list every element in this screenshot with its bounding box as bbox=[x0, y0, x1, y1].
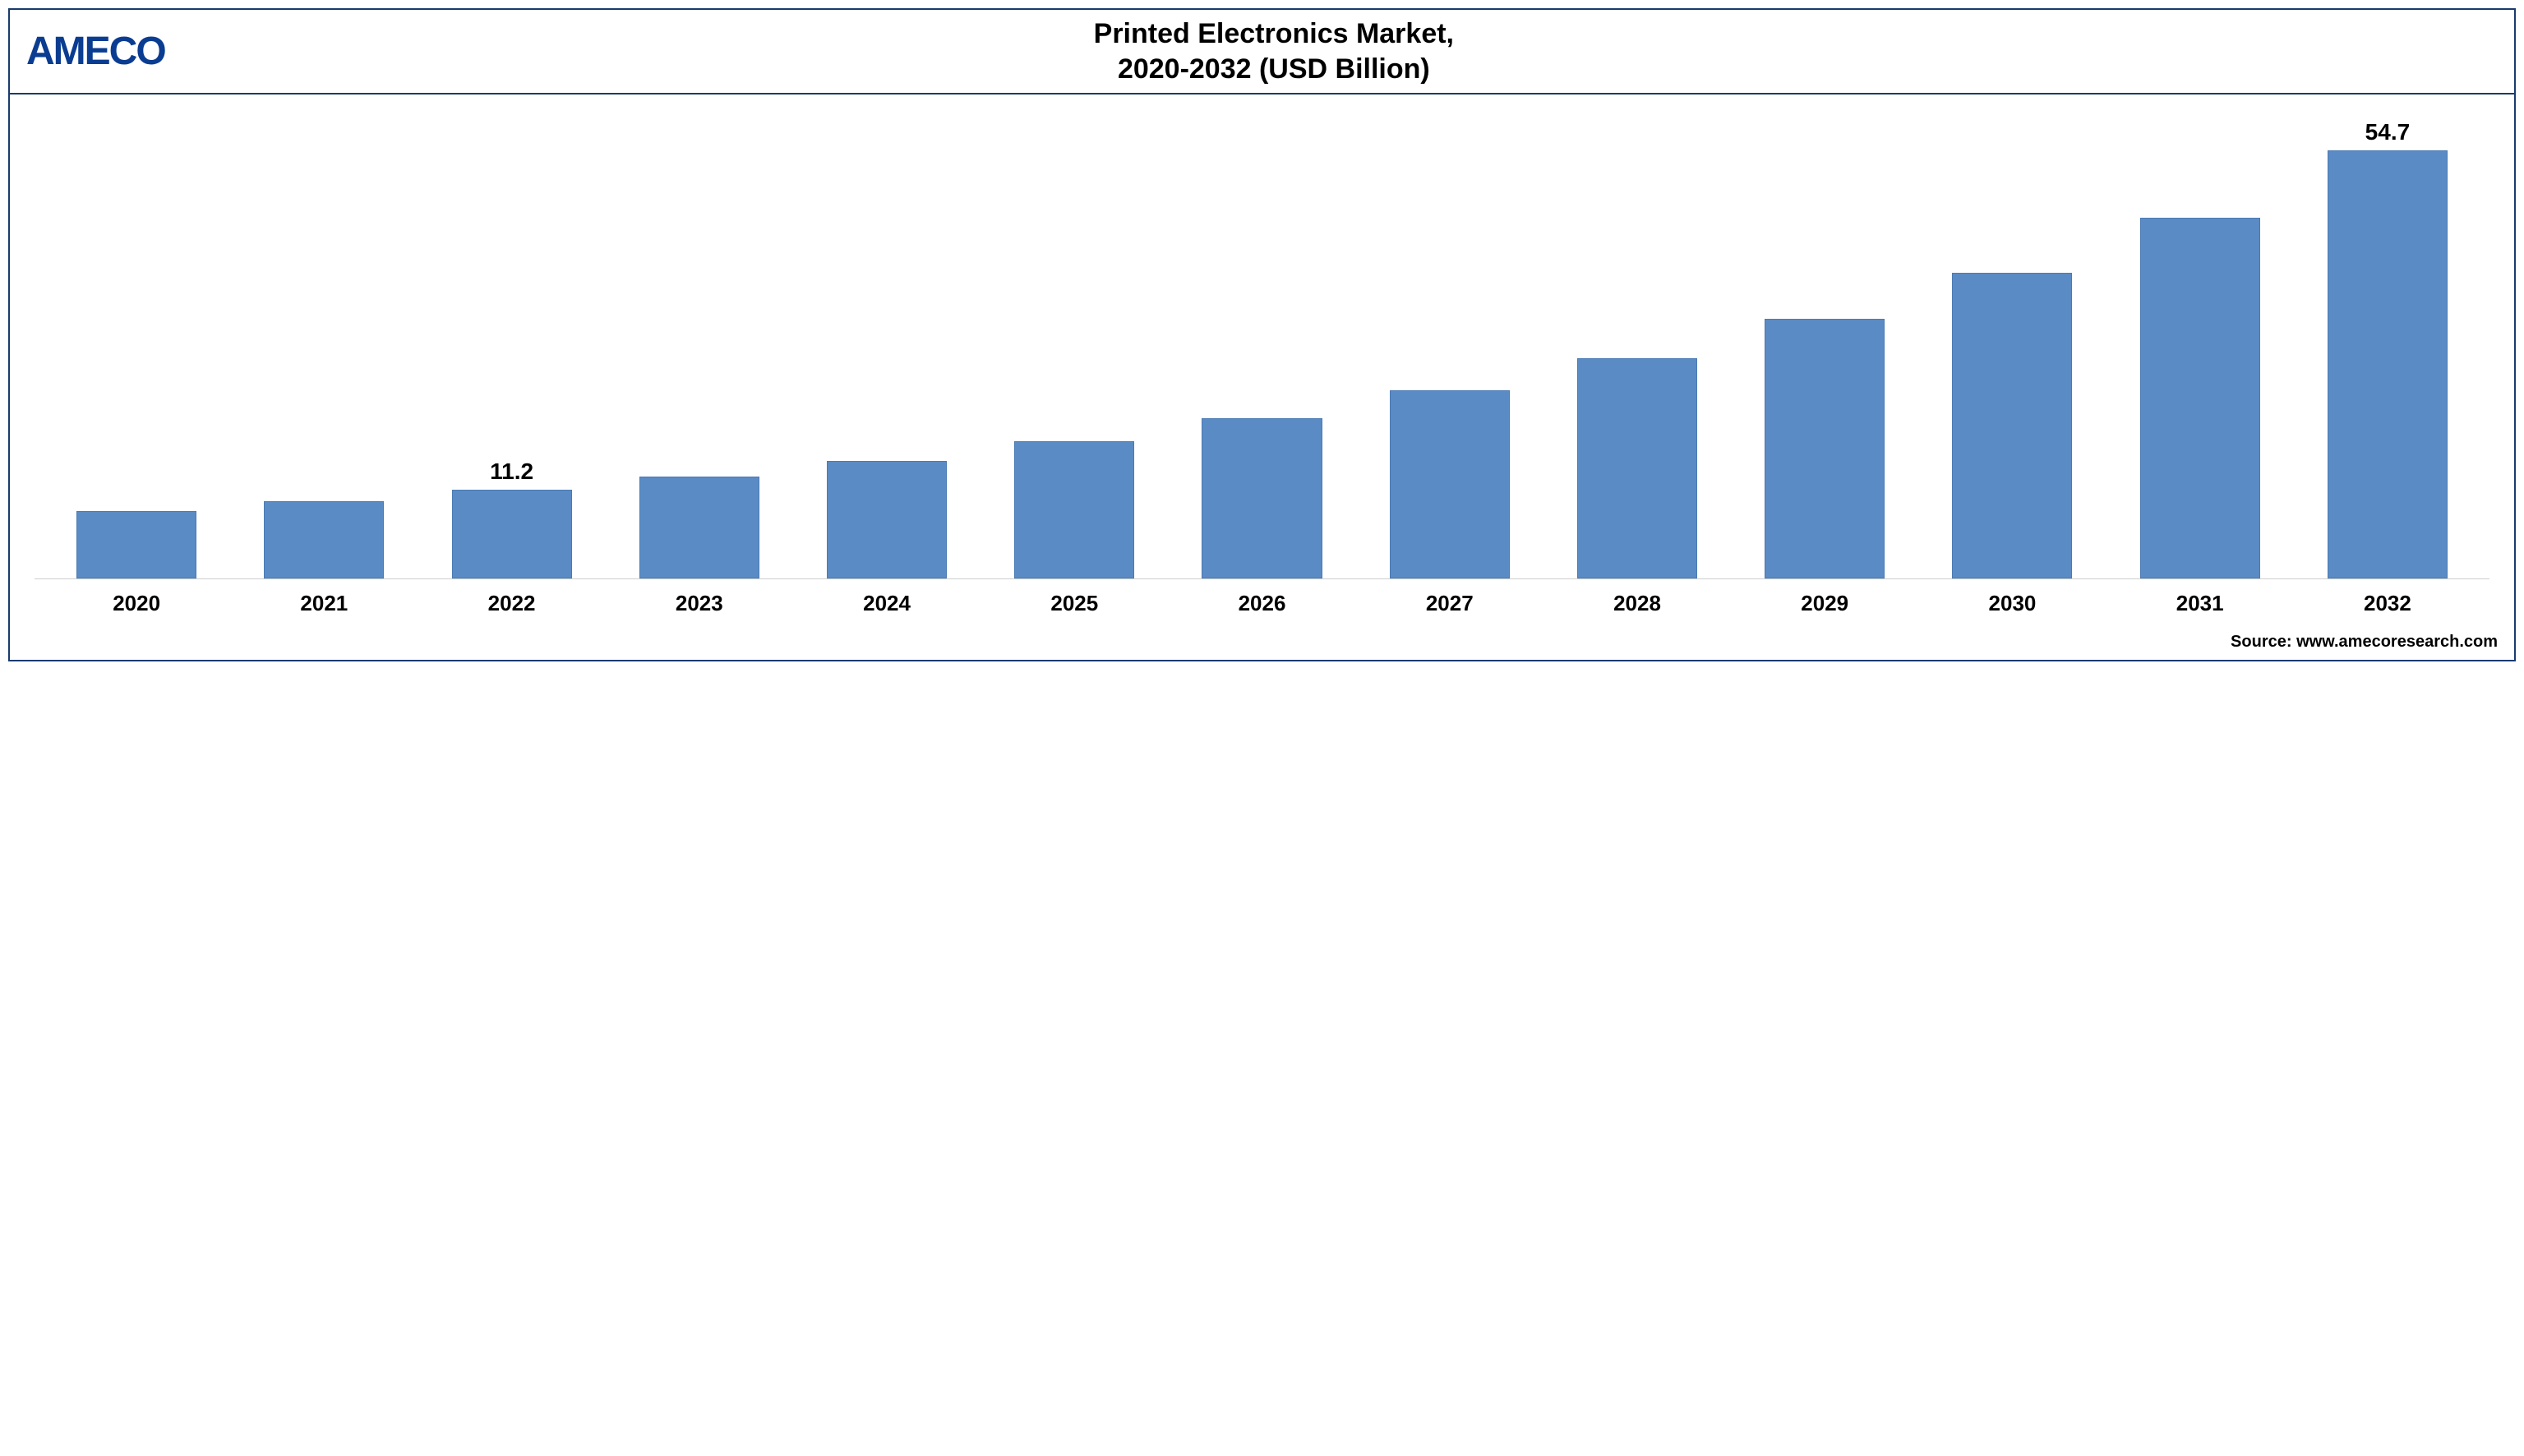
bar-slot bbox=[606, 119, 793, 578]
bar-slot bbox=[1168, 119, 1355, 578]
bar-slot bbox=[43, 119, 230, 578]
x-axis-label: 2024 bbox=[793, 591, 981, 616]
bar bbox=[264, 501, 384, 578]
header-row: AMECO Printed Electronics Market, 2020-2… bbox=[10, 10, 2514, 94]
bar-slot: 11.2 bbox=[418, 119, 605, 578]
bar-slot bbox=[1731, 119, 1918, 578]
x-axis-label: 2032 bbox=[2294, 591, 2481, 616]
bar bbox=[2328, 150, 2448, 578]
chart-title: Printed Electronics Market, 2020-2032 (U… bbox=[198, 16, 2498, 86]
x-axis-label: 2020 bbox=[43, 591, 230, 616]
x-axis-label: 2021 bbox=[230, 591, 418, 616]
bar-value-label: 11.2 bbox=[490, 458, 533, 485]
bar bbox=[76, 511, 196, 578]
bar-slot bbox=[230, 119, 418, 578]
x-axis-labels: 2020202120222023202420252026202720282029… bbox=[35, 579, 2489, 621]
bar-slot bbox=[793, 119, 981, 578]
x-axis-label: 2028 bbox=[1543, 591, 1731, 616]
x-axis-label: 2025 bbox=[981, 591, 1168, 616]
bar bbox=[2140, 218, 2260, 578]
bar-slot bbox=[1356, 119, 1543, 578]
bar-slot bbox=[1543, 119, 1731, 578]
bar bbox=[639, 477, 759, 578]
x-axis-label: 2026 bbox=[1168, 591, 1355, 616]
x-axis-label: 2023 bbox=[606, 591, 793, 616]
bar bbox=[452, 490, 572, 578]
x-axis-label: 2027 bbox=[1356, 591, 1543, 616]
bar bbox=[1765, 319, 1885, 578]
title-line-2: 2020-2032 (USD Billion) bbox=[198, 52, 2350, 87]
x-axis-label: 2031 bbox=[2106, 591, 2294, 616]
bar bbox=[1202, 418, 1322, 578]
x-axis-label: 2022 bbox=[418, 591, 605, 616]
title-line-1: Printed Electronics Market, bbox=[198, 16, 2350, 52]
chart-area: 11.254.7 2020202120222023202420252026202… bbox=[10, 94, 2514, 629]
bar bbox=[1390, 390, 1510, 578]
x-axis-label: 2029 bbox=[1731, 591, 1918, 616]
logo-text: AMECO bbox=[26, 30, 165, 73]
source-label: Source: www.amecoresearch.com bbox=[10, 629, 2514, 660]
logo: AMECO bbox=[26, 29, 165, 74]
x-axis-label: 2030 bbox=[1918, 591, 2106, 616]
bar-slot: 54.7 bbox=[2294, 119, 2481, 578]
bar bbox=[1952, 273, 2072, 578]
bar-slot bbox=[1918, 119, 2106, 578]
bar bbox=[1577, 358, 1697, 578]
bar-slot bbox=[981, 119, 1168, 578]
bar bbox=[827, 461, 947, 578]
bars-region: 11.2 54.7 bbox=[35, 119, 2489, 579]
bar-slot bbox=[2106, 119, 2294, 578]
chart-frame: AMECO Printed Electronics Market, 2020-2… bbox=[8, 8, 2516, 661]
bar bbox=[1014, 441, 1134, 578]
bar-value-label: 54.7 bbox=[2365, 119, 2411, 145]
